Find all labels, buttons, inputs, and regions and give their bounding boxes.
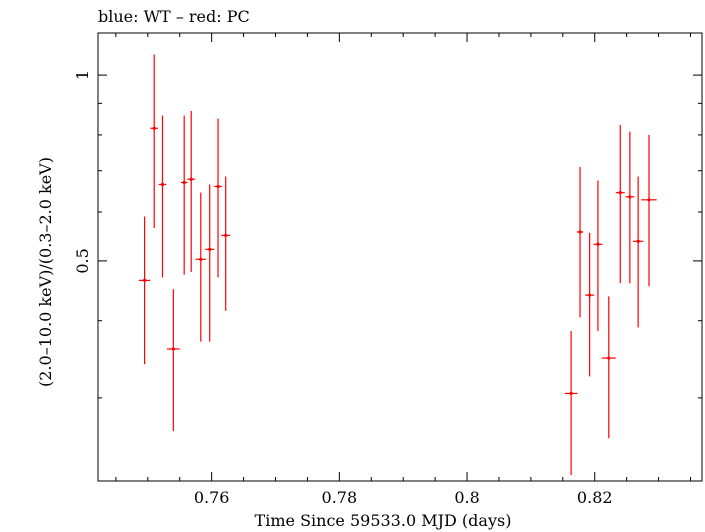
x-tick-label: 0.8 [454,488,479,507]
y-axis-label: (2.0–10.0 keV)/(0.3–2.0 keV) [36,157,55,387]
point-marker [143,278,147,282]
x-tick-label: 0.82 [577,488,613,507]
point-marker [636,239,640,243]
plot-frame [97,32,703,482]
data-point [593,180,603,331]
chart-title: blue: WT – red: PC [98,7,250,26]
data-point [214,118,222,278]
data-point [615,125,625,284]
data-point [150,54,159,229]
point-marker [208,247,212,251]
point-marker [182,180,186,185]
data-point [181,115,188,275]
data-point [221,176,231,311]
data-point [187,110,196,272]
x-tick-label: 0.78 [322,488,358,507]
data-point [641,134,657,287]
data-point [633,176,644,328]
y-tick-label: 1 [73,70,92,80]
data-point [205,184,215,342]
data-point [166,289,180,432]
point-marker [607,356,611,360]
data-point [564,330,578,475]
point-marker [578,230,582,234]
point-marker [189,177,193,181]
x-tick-label: 0.76 [194,488,230,507]
x-axis-label: Time Since 59533.0 MJD (days) [255,511,512,530]
data-point [138,216,151,365]
point-marker [171,347,175,351]
point-marker [199,257,203,261]
point-marker [588,293,592,297]
point-marker [216,184,220,189]
point-marker [647,198,651,202]
data-point [195,192,206,342]
data-point [158,115,167,278]
x-axis: 0.76 0.78 0.8 0.82 [115,33,692,507]
point-marker [224,233,228,237]
data-point [625,131,635,284]
point-marker [569,391,573,396]
point-marker [152,126,156,130]
data-point [585,232,595,377]
data-point [576,166,584,318]
point-marker [160,182,165,187]
y-axis: 0.51 [73,70,702,399]
point-marker [596,242,600,246]
point-marker [618,191,622,195]
data-series [138,54,657,475]
y-tick-label: 0.5 [73,248,92,273]
data-point [601,296,616,439]
point-marker [628,195,632,199]
